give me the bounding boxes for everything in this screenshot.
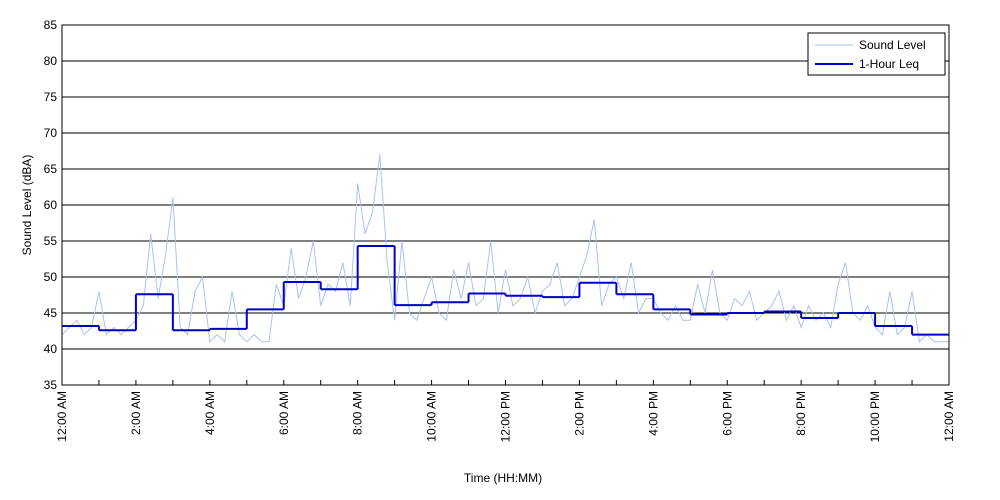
x-tick-label: 4:00 PM xyxy=(646,391,660,436)
y-tick-label: 45 xyxy=(44,306,58,320)
y-axis-label: Sound Level (dBA) xyxy=(20,155,34,256)
y-tick-label: 75 xyxy=(44,90,58,104)
y-tick-label: 60 xyxy=(44,198,58,212)
y-tick-label: 85 xyxy=(44,18,58,32)
x-tick-label: 12:00 AM xyxy=(55,391,69,442)
y-tick-label: 35 xyxy=(44,378,58,392)
y-tick-label: 50 xyxy=(44,270,58,284)
legend-label: Sound Level xyxy=(859,38,926,52)
legend-box xyxy=(807,32,946,76)
y-tick-label: 40 xyxy=(44,342,58,356)
x-tick-label: 10:00 AM xyxy=(425,391,439,442)
x-tick-label: 4:00 AM xyxy=(203,391,217,435)
x-tick-label: 6:00 PM xyxy=(720,391,734,436)
plot-border xyxy=(61,24,950,386)
y-tick-label: 80 xyxy=(44,54,58,68)
x-tick-label: 2:00 PM xyxy=(572,391,586,436)
x-tick-label: 8:00 AM xyxy=(351,391,365,435)
x-tick-label: 2:00 AM xyxy=(129,391,143,435)
y-tick-label: 55 xyxy=(44,234,58,248)
x-tick-label: 12:00 AM xyxy=(942,391,956,442)
series-line xyxy=(61,154,949,343)
legend-label: 1-Hour Leq xyxy=(859,57,919,71)
x-tick-label: 10:00 PM xyxy=(868,391,882,442)
y-tick-label: 70 xyxy=(44,126,58,140)
legend: Sound Level 1-Hour Leq xyxy=(807,32,946,76)
x-tick-label: 6:00 AM xyxy=(277,391,291,435)
x-axis-label: Time (HH:MM) xyxy=(464,471,542,485)
x-tick-label: 12:00 PM xyxy=(499,391,513,442)
x-tick-label: 8:00 PM xyxy=(794,391,808,436)
y-tick-label: 65 xyxy=(44,162,58,176)
